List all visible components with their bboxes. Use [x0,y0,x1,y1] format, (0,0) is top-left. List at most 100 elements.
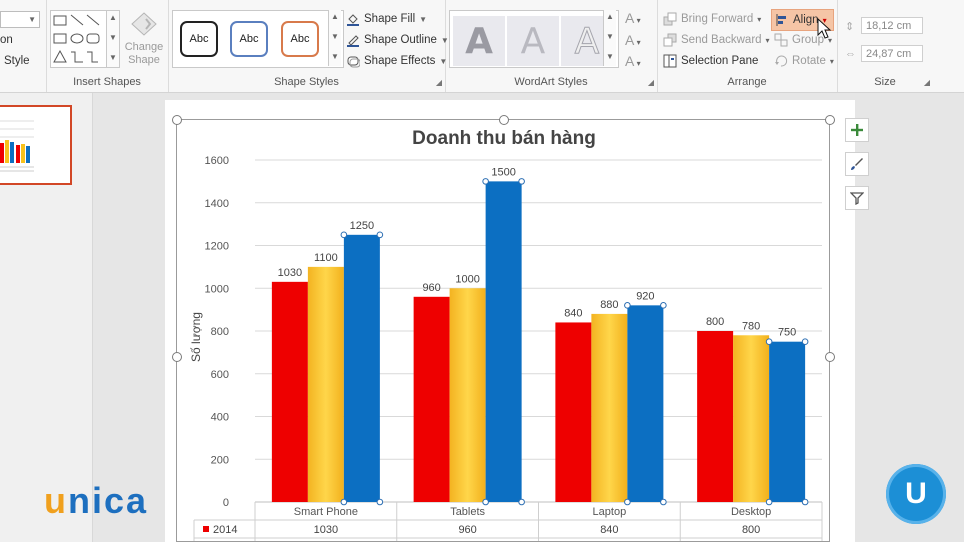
bar-2014-smart-phone[interactable] [271,281,308,502]
unica-logo-text: nica [68,480,149,521]
resize-handle-top[interactable] [499,115,509,125]
chevron-down-icon: ▼ [419,14,428,24]
wordart-styles-label: WordArt Styles [514,76,588,88]
send-backward-button[interactable]: Send Backward ▾ [663,33,770,47]
bar-2016-laptop[interactable] [627,305,664,502]
selection-pane-label: Selection Pane [681,55,759,67]
selection-point [624,498,631,506]
selection-point [482,498,489,506]
group-label: Group [792,34,824,46]
align-button[interactable]: Align ▾ [771,9,834,31]
plus-icon [851,124,863,136]
bar-2014-desktop[interactable] [697,331,734,502]
shapes-gallery[interactable]: ▲ ▼ ▼ [50,10,120,68]
chart-filters-button[interactable] [845,186,869,210]
chevron-down-icon: ▼ [28,15,36,24]
bar-2014-laptop[interactable] [555,322,592,502]
shape-outline-label: Shape Outline [364,34,437,46]
filter-icon [850,192,864,205]
ribbon-group-insert-shapes: ▲ ▼ ▼ Change Shape Insert Shapes [46,0,169,92]
chart-selection-frame[interactable] [176,119,830,542]
shape-styles-scroll[interactable]: ▲ ▼ ▼ [328,10,341,66]
chart-styles-button[interactable] [845,152,869,176]
shape-width-input[interactable]: 24,87 cm [861,45,923,62]
ribbon-group-shape-styles: Abc Abc Abc ▲ ▼ ▼ Shape Fill ▼ Shape Out… [168,0,449,92]
shape-style-sample-3[interactable]: Abc [281,21,319,57]
shape-styles-label: Shape Styles [274,76,339,88]
wordart-style-2[interactable]: A [507,16,559,66]
ribbon-group-wordart: A A A ▲ ▼ ▼ A ▾ A ▾ A ▾ WordArt Styles ◢ [445,0,658,92]
partial-item-1[interactable]: on [0,34,13,46]
selection-point [801,338,809,345]
bar-2016-smart-phone[interactable] [343,234,380,502]
change-shape-button[interactable]: Change Shape [124,10,164,67]
wordart-style-1[interactable]: A [453,16,505,66]
table-cell: 840 [600,524,618,536]
resize-handle-left[interactable] [172,352,182,362]
y-axis-title[interactable]: Số lượng [189,312,203,362]
chart-elements-button[interactable] [845,118,869,142]
bar-2016-tablets[interactable] [485,181,522,502]
bar-2015-smart-phone[interactable] [307,266,344,502]
data-label: 750 [778,327,796,339]
selection-point [482,178,489,185]
data-label: 960 [422,282,440,294]
chart-title[interactable]: Doanh thu bán hàng [412,128,596,149]
partial-dropdown[interactable]: ▼ [0,11,40,28]
shape-fill-button[interactable]: Shape Fill ▼ [346,12,427,26]
text-outline-icon[interactable]: A ▾ [625,32,641,48]
selection-point [340,231,348,239]
chevron-down-icon: ▾ [829,56,834,66]
bar-series[interactable] [271,178,809,506]
selection-pane-button[interactable]: Selection Pane [663,54,758,68]
bring-forward-button[interactable]: Bring Forward ▾ [663,12,761,26]
text-fill-icon[interactable]: A ▾ [625,10,641,26]
send-backward-icon [663,33,677,47]
shape-style-sample-1[interactable]: Abc [180,21,218,57]
chevron-down-icon: ▾ [757,14,762,24]
slide-thumbnail[interactable] [0,105,72,185]
bar-2015-tablets[interactable] [449,288,486,502]
data-label: 880 [600,299,618,311]
rotate-button[interactable]: Rotate ▾ [774,54,834,68]
chevron-down-icon: ▾ [822,15,827,25]
resize-handle-top-right[interactable] [825,115,835,125]
shape-fill-label: Shape Fill [364,13,416,25]
wordart-scroll[interactable]: ▲ ▼ ▼ [603,10,616,66]
shapes-gallery-scroll[interactable]: ▲ ▼ ▼ [106,11,119,67]
category-label: Desktop [731,506,771,518]
bar-2014-tablets[interactable] [413,296,450,502]
partial-item-style[interactable]: Style [4,55,30,67]
y-tick-label: 0 [223,497,229,509]
data-label: 1100 [314,252,338,264]
text-effects-icon[interactable]: A ▾ [625,53,641,69]
mouse-cursor-icon [817,18,832,39]
dialog-launcher-icon[interactable]: ◢ [923,78,930,87]
y-axis-ticks: 0 200 400 600 800 1000 1200 1400 1600 [205,155,229,509]
change-shape-label: Change Shape [124,41,164,66]
paintbrush-icon [851,158,863,170]
resize-handle-right[interactable] [825,352,835,362]
bar-2016-desktop[interactable] [769,341,806,502]
selection-point [376,498,384,506]
insert-shapes-label: Insert Shapes [73,76,141,88]
shape-height-input[interactable]: 18,12 cm [861,17,923,34]
chevron-down-icon: ▾ [765,35,770,45]
shapes-gallery-icons [53,14,100,63]
dialog-launcher-icon[interactable]: ◢ [435,78,442,87]
bar-2015-laptop[interactable] [591,313,628,502]
resize-handle-top-left[interactable] [172,115,182,125]
bar-chart[interactable]: Doanh thu bán hàng Số lượng 0 200 400 600 80… [176,119,830,542]
table-cell: 1030 [314,524,338,536]
shape-style-sample-2[interactable]: Abc [230,21,268,57]
selection-point [376,231,384,239]
group-button[interactable]: Group ▾ [774,33,832,47]
shape-outline-button[interactable]: Shape Outline ▼ [346,33,449,47]
shape-effects-button[interactable]: Shape Effects ▼ [346,54,447,68]
bar-2015-desktop[interactable] [733,335,770,502]
selection-point [765,338,773,345]
dialog-launcher-icon[interactable]: ◢ [647,78,654,87]
selection-point [340,498,348,506]
rotate-label: Rotate [792,55,826,67]
data-label: 920 [636,290,654,302]
